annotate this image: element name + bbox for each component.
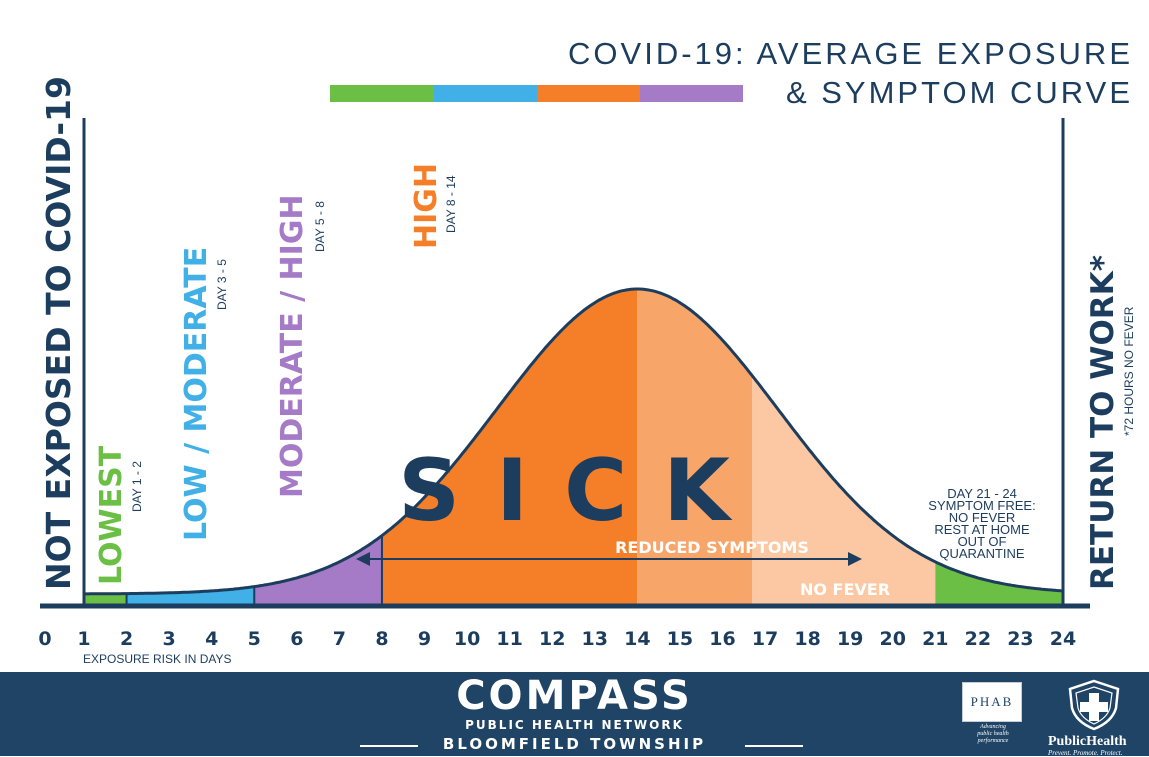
segment-high xyxy=(382,289,638,604)
stripe-green xyxy=(330,85,434,102)
x-tick-label: 9 xyxy=(418,628,431,650)
duration-arrow-right-icon xyxy=(848,552,862,566)
phab-tagline-line: performance xyxy=(977,738,1009,744)
phab-tagline-line: Advancing xyxy=(980,724,1006,730)
public-health-logo: PublicHealth Prevent. Promote. Protect. xyxy=(1040,678,1149,757)
x-tick-label: 18 xyxy=(794,628,820,650)
risk-days-high: DAY 8 - 14 xyxy=(444,175,458,233)
x-tick-label: 11 xyxy=(496,628,522,650)
x-tick-label: 16 xyxy=(709,628,735,650)
township-rule-right xyxy=(745,745,803,747)
x-tick-label: 14 xyxy=(624,628,650,650)
x-tick-label: 20 xyxy=(880,628,906,650)
x-tick-label: 13 xyxy=(582,628,608,650)
shield-cross-icon xyxy=(1068,679,1120,731)
symptom-free-line: REST AT HOME xyxy=(934,522,1030,537)
risk-label-low-moderate: LOW / MODERATE xyxy=(179,247,214,541)
x-tick-label: 19 xyxy=(837,628,863,650)
x-tick-label: 23 xyxy=(1007,628,1033,650)
no-fever-label: NO FEVER xyxy=(800,580,890,599)
risk-days-moderate-high: DAY 5 - 8 xyxy=(313,201,327,252)
x-tick-label: 6 xyxy=(290,628,303,650)
phab-mark: PHAB xyxy=(962,682,1022,722)
segment-no-fever xyxy=(752,375,936,604)
phab-tagline: Advancing public health performance xyxy=(960,724,1026,745)
township-rule-left xyxy=(360,745,418,747)
symptom-free-line: NO FEVER xyxy=(949,510,1015,525)
symptom-free-line: OUT OF xyxy=(958,534,1007,549)
risk-label-high: HIGH xyxy=(409,163,444,249)
x-tick-label: 10 xyxy=(454,628,480,650)
x-tick-label: 4 xyxy=(205,628,218,650)
risk-label-moderate-high: MODERATE / HIGH xyxy=(275,194,310,498)
x-tick-label: 1 xyxy=(77,628,90,650)
x-tick-label: 5 xyxy=(248,628,261,650)
segment-moderate-high xyxy=(254,535,382,604)
x-tick-label: 24 xyxy=(1050,628,1076,650)
symptom-free-line: SYMPTOM FREE: xyxy=(928,498,1035,513)
x-axis-label: EXPOSURE RISK IN DAYS xyxy=(83,652,231,666)
stripe-blue xyxy=(434,85,537,102)
x-axis-ticks: 0 1 2 3 4 5 6 7 8 9 10 11 12 13 14 15 16 17 18 19 20 21 22 23 24 xyxy=(38,628,1076,650)
return-to-work-label: RETURN TO WORK* xyxy=(1085,255,1121,590)
not-exposed-label: NOT EXPOSED TO COVID-19 xyxy=(39,76,78,590)
curve-segments xyxy=(84,289,1063,604)
phab-tagline-line: public health xyxy=(977,731,1009,737)
symptom-free-note: DAY 21 - 24 SYMPTOM FREE: NO FEVER REST … xyxy=(928,486,1035,561)
segment-reduced-symptoms xyxy=(637,289,753,604)
segment-dividers xyxy=(125,535,383,604)
segment-lowest xyxy=(84,593,127,604)
risk-label-lowest: LOWEST xyxy=(94,445,129,585)
symptom-free-line: DAY 21 - 24 xyxy=(947,486,1017,501)
stripe-purple xyxy=(640,85,743,102)
x-tick-label: 0 xyxy=(38,628,51,650)
x-tick-label: 15 xyxy=(667,628,693,650)
curve-outline xyxy=(84,287,1064,596)
title-line-1: COVID-19: AVERAGE EXPOSURE xyxy=(568,36,1133,71)
symptom-free-line: QUARANTINE xyxy=(939,546,1025,561)
network-name: PUBLIC HEALTH NETWORK xyxy=(465,718,684,732)
x-tick-label: 8 xyxy=(375,628,388,650)
stripe-orange xyxy=(537,85,640,102)
x-tick-label: 21 xyxy=(922,628,948,650)
x-tick-label: 3 xyxy=(163,628,176,650)
phab-logo: PHAB Advancing public health performance xyxy=(960,680,1026,752)
reduced-symptoms-label: REDUCED SYMPTOMS xyxy=(615,538,809,557)
color-stripe xyxy=(330,85,743,102)
public-health-wordmark: PublicHealth xyxy=(1048,734,1127,749)
sick-label: SICK xyxy=(398,441,766,541)
return-to-work-note: *72 HOURS NO FEVER xyxy=(1122,306,1136,436)
x-tick-label: 12 xyxy=(539,628,565,650)
risk-days-low-moderate: DAY 3 - 5 xyxy=(215,259,229,310)
x-tick-label: 17 xyxy=(752,628,778,650)
duration-arrow-left-icon xyxy=(356,552,370,566)
compass-logo: COMPASS xyxy=(456,673,693,719)
public-health-tagline: Prevent. Promote. Protect. xyxy=(1048,749,1123,757)
township-name: BLOOMFIELD TOWNSHIP xyxy=(442,735,707,753)
x-tick-label: 7 xyxy=(333,628,346,650)
x-tick-label: 2 xyxy=(120,628,133,650)
x-tick-label: 22 xyxy=(965,628,991,650)
footer-banner: COMPASS PUBLIC HEALTH NETWORK BLOOMFIELD… xyxy=(0,672,1149,757)
title-line-2: & SYMPTOM CURVE xyxy=(786,75,1133,110)
risk-days-lowest: DAY 1 - 2 xyxy=(130,461,144,512)
